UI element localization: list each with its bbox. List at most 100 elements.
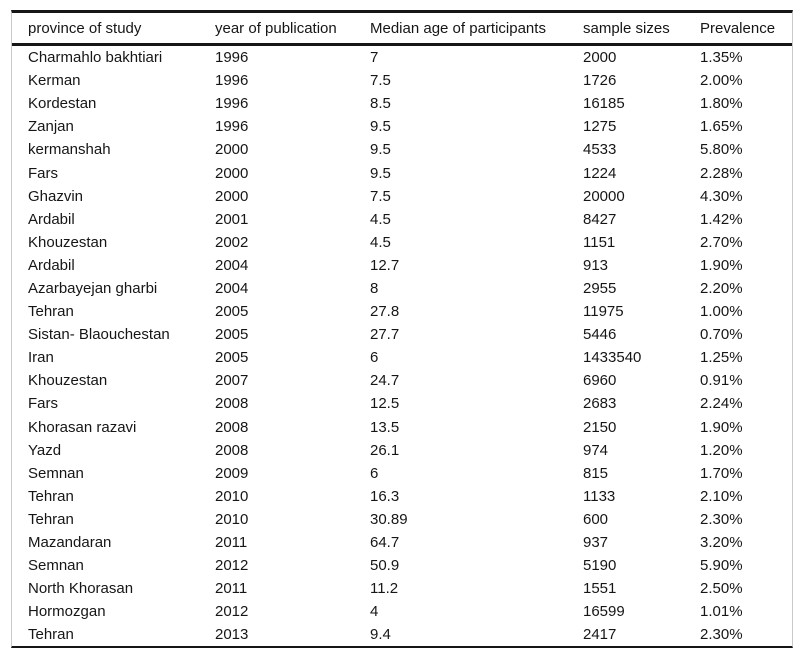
cell-median-age: 13.5 bbox=[370, 418, 400, 436]
cell-prevalence: 2.20% bbox=[700, 279, 743, 297]
cell-sample-size: 16185 bbox=[583, 95, 625, 113]
cell-prevalence: 2.30% bbox=[700, 510, 743, 528]
cell-year: 2013 bbox=[215, 626, 249, 644]
cell-median-age: 12.7 bbox=[370, 256, 400, 274]
cell-year: 2004 bbox=[215, 279, 249, 297]
cell-year: 1996 bbox=[215, 118, 249, 136]
cell-province: Khouzestan bbox=[28, 372, 108, 390]
cell-year: 2001 bbox=[215, 210, 249, 228]
cell-province: Fars bbox=[28, 164, 58, 182]
cell-median-age: 7.5 bbox=[370, 72, 391, 90]
cell-prevalence: 2.70% bbox=[700, 233, 743, 251]
table-row: Tehran 2005 27.8 11975 1.00% bbox=[12, 300, 792, 323]
cell-sample-size: 815 bbox=[583, 464, 609, 482]
cell-prevalence: 1.90% bbox=[700, 256, 743, 274]
cell-province: Kordestan bbox=[28, 95, 97, 113]
cell-sample-size: 6960 bbox=[583, 372, 617, 390]
table-row: Mazandaran 2011 64.7 937 3.20% bbox=[12, 531, 792, 554]
cell-province: Kerman bbox=[28, 72, 81, 90]
cell-median-age: 26.1 bbox=[370, 441, 400, 459]
cell-province: Ghazvin bbox=[28, 187, 84, 205]
cell-sample-size: 1224 bbox=[583, 164, 617, 182]
cell-prevalence: 1.90% bbox=[700, 418, 743, 436]
cell-year: 2007 bbox=[215, 372, 249, 390]
table-row: Fars 2000 9.5 1224 2.28% bbox=[12, 161, 792, 184]
cell-prevalence: 2.28% bbox=[700, 164, 743, 182]
cell-province: Zanjan bbox=[28, 118, 74, 136]
cell-year: 2009 bbox=[215, 464, 249, 482]
cell-province: Fars bbox=[28, 395, 58, 413]
table-row: Azarbayejan gharbi 2004 8 2955 2.20% bbox=[12, 277, 792, 300]
column-header-sample-size: sample sizes bbox=[567, 13, 684, 46]
cell-sample-size: 16599 bbox=[583, 603, 625, 621]
cell-sample-size: 1433540 bbox=[583, 349, 642, 367]
cell-median-age: 9.5 bbox=[370, 118, 391, 136]
cell-province: Azarbayejan gharbi bbox=[28, 279, 158, 297]
cell-province: Hormozgan bbox=[28, 603, 106, 621]
cell-year: 1996 bbox=[215, 49, 249, 67]
cell-sample-size: 600 bbox=[583, 510, 609, 528]
table-row: Kordestan 1996 8.5 16185 1.80% bbox=[12, 92, 792, 115]
cell-prevalence: 1.25% bbox=[700, 349, 743, 367]
table-row: North Khorasan 2011 11.2 1551 2.50% bbox=[12, 577, 792, 600]
cell-year: 2010 bbox=[215, 487, 249, 505]
cell-median-age: 24.7 bbox=[370, 372, 400, 390]
cell-median-age: 4.5 bbox=[370, 233, 391, 251]
cell-prevalence: 0.70% bbox=[700, 326, 743, 344]
column-header-prevalence: Prevalence bbox=[684, 13, 792, 46]
cell-prevalence: 2.10% bbox=[700, 487, 743, 505]
cell-prevalence: 4.30% bbox=[700, 187, 743, 205]
cell-prevalence: 2.00% bbox=[700, 72, 743, 90]
cell-province: Khouzestan bbox=[28, 233, 108, 251]
cell-year: 2010 bbox=[215, 510, 249, 528]
cell-prevalence: 1.42% bbox=[700, 210, 743, 228]
table-row: Zanjan 1996 9.5 1275 1.65% bbox=[12, 115, 792, 138]
cell-median-age: 4 bbox=[370, 603, 379, 621]
cell-sample-size: 1133 bbox=[583, 487, 616, 505]
cell-year: 2008 bbox=[215, 441, 249, 459]
cell-median-age: 27.7 bbox=[370, 326, 400, 344]
table-row: Semnan 2009 6 815 1.70% bbox=[12, 462, 792, 485]
cell-province: Yazd bbox=[28, 441, 62, 459]
cell-prevalence: 1.80% bbox=[700, 95, 743, 113]
cell-sample-size: 1551 bbox=[583, 580, 617, 598]
cell-sample-size: 1151 bbox=[583, 233, 616, 251]
table-row: Khouzestan 2007 24.7 6960 0.91% bbox=[12, 369, 792, 392]
cell-province: Khorasan razavi bbox=[28, 418, 137, 436]
table-row: Iran 2005 6 1433540 1.25% bbox=[12, 346, 792, 369]
cell-median-age: 30.89 bbox=[370, 510, 408, 528]
cell-median-age: 9.5 bbox=[370, 164, 391, 182]
cell-median-age: 6 bbox=[370, 464, 379, 482]
cell-year: 2005 bbox=[215, 303, 249, 321]
cell-sample-size: 4533 bbox=[583, 141, 617, 159]
cell-province: Tehran bbox=[28, 487, 74, 505]
cell-year: 2000 bbox=[215, 164, 249, 182]
cell-median-age: 7.5 bbox=[370, 187, 391, 205]
cell-sample-size: 913 bbox=[583, 256, 609, 274]
cell-province: North Khorasan bbox=[28, 580, 134, 598]
cell-province: Ardabil bbox=[28, 256, 75, 274]
table-row: Tehran 2010 16.3 1133 2.10% bbox=[12, 485, 792, 508]
cell-province: Iran bbox=[28, 349, 54, 367]
cell-province: Tehran bbox=[28, 303, 74, 321]
cell-median-age: 64.7 bbox=[370, 534, 400, 552]
cell-year: 2008 bbox=[215, 418, 249, 436]
cell-year: 2012 bbox=[215, 603, 249, 621]
cell-prevalence: 2.50% bbox=[700, 580, 743, 598]
table-row: Kerman 1996 7.5 1726 2.00% bbox=[12, 69, 792, 92]
cell-year: 2005 bbox=[215, 349, 249, 367]
cell-sample-size: 11975 bbox=[583, 303, 624, 321]
cell-median-age: 50.9 bbox=[370, 557, 400, 575]
column-header-province: province of study bbox=[12, 13, 199, 46]
cell-province: Tehran bbox=[28, 626, 74, 644]
column-header-year: year of publication bbox=[199, 13, 354, 46]
cell-median-age: 7 bbox=[370, 49, 379, 67]
cell-province: Mazandaran bbox=[28, 534, 112, 552]
table-header-row: province of study year of publication Me… bbox=[12, 13, 792, 46]
table-row: kermanshah 2000 9.5 4533 5.80% bbox=[12, 138, 792, 161]
cell-median-age: 16.3 bbox=[370, 487, 400, 505]
cell-year: 1996 bbox=[215, 72, 249, 90]
cell-province: Ardabil bbox=[28, 210, 75, 228]
table-row: Ardabil 2004 12.7 913 1.90% bbox=[12, 254, 792, 277]
